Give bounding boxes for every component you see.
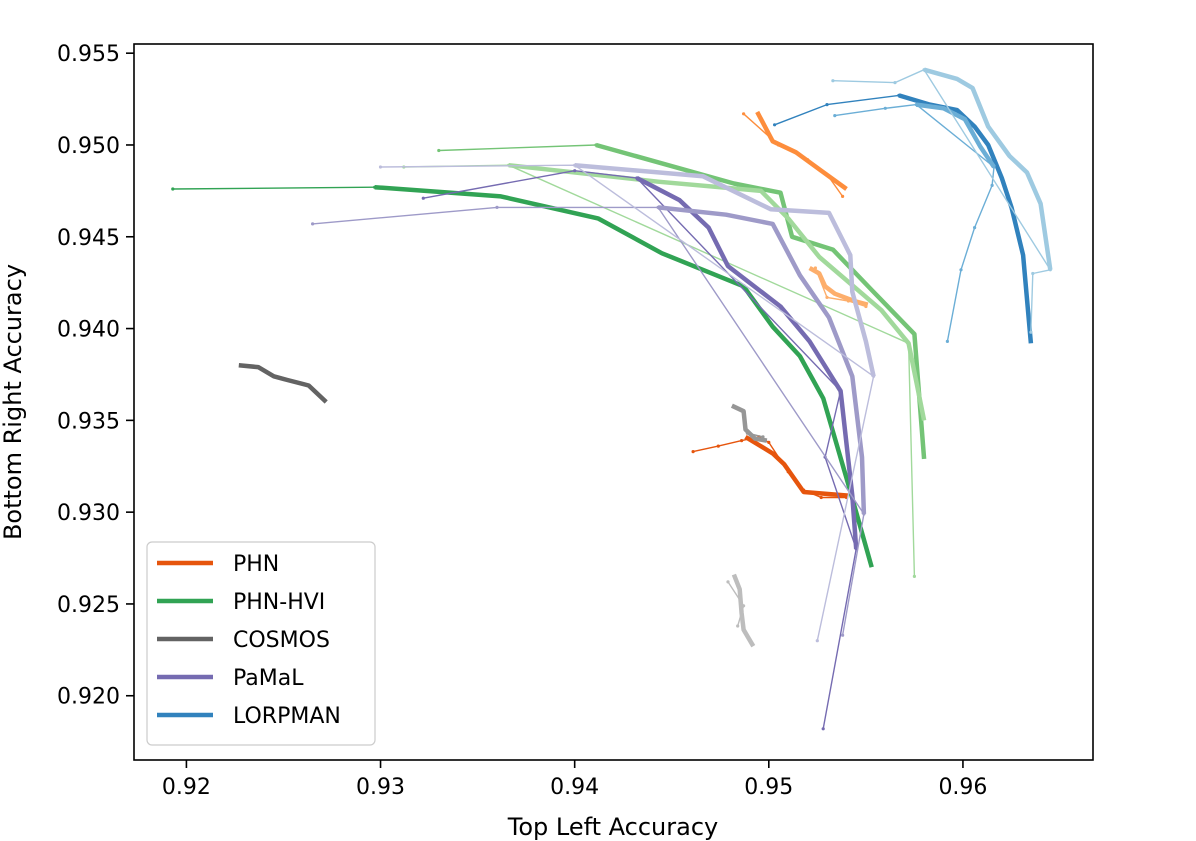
series-tail-line <box>438 144 597 152</box>
data-point <box>973 226 977 230</box>
x-tick-label: 0.95 <box>744 775 793 800</box>
legend: PHN PHN-HVI COSMOS PaMaL LORPMAN <box>146 541 376 746</box>
data-point <box>437 148 441 153</box>
series-tail-line <box>834 103 995 342</box>
data-point <box>726 580 730 584</box>
series-front-line <box>731 573 756 648</box>
data-point <box>740 439 744 443</box>
data-point <box>815 639 819 643</box>
data-point <box>767 440 771 444</box>
series-front-line <box>657 205 867 515</box>
series-layer <box>171 67 1053 731</box>
data-point <box>716 444 720 448</box>
legend-label: LORPMAN <box>233 704 341 729</box>
y-tick-label: 0.950 <box>57 134 120 159</box>
y-tick-label: 0.930 <box>57 501 120 526</box>
y-tick-label: 0.935 <box>57 409 120 434</box>
series-tail-line <box>832 69 1051 333</box>
legend-box <box>146 541 376 746</box>
y-tick-label: 0.945 <box>57 226 120 251</box>
data-point <box>311 222 315 226</box>
data-point <box>912 574 917 579</box>
plot-frame <box>133 43 1094 761</box>
data-point <box>825 103 829 107</box>
series-front-line <box>730 403 768 443</box>
series-front-line <box>744 434 849 498</box>
data-point <box>831 79 835 83</box>
data-point <box>959 268 963 272</box>
data-point <box>821 727 825 731</box>
y-tick-label: 0.955 <box>57 42 120 67</box>
data-point <box>841 633 845 637</box>
series-tail-line <box>172 186 375 190</box>
data-point <box>990 183 994 187</box>
data-point <box>773 123 777 127</box>
series-front-line <box>574 162 876 377</box>
tick-layer: 0.92 0.93 0.94 0.95 0.96 0.920 0.925 0.930 0.935… <box>57 42 987 800</box>
y-tick-label: 0.925 <box>57 593 120 618</box>
data-point <box>841 194 845 198</box>
x-axis-label: Top Left Accuracy <box>507 813 718 841</box>
series-front-line <box>238 363 328 404</box>
data-point <box>893 81 897 85</box>
data-point <box>691 450 695 454</box>
data-point <box>1029 330 1033 334</box>
x-tick-label: 0.92 <box>162 775 211 800</box>
y-tick-label: 0.940 <box>57 318 120 343</box>
x-tick-label: 0.93 <box>356 775 405 800</box>
x-tick-label: 0.96 <box>938 775 987 800</box>
data-point <box>1031 271 1035 276</box>
series-front-line <box>508 162 927 421</box>
data-point <box>945 339 950 343</box>
data-point <box>495 205 499 209</box>
legend-label: PHN-HVI <box>233 590 325 615</box>
data-point <box>883 106 887 110</box>
y-tick-label: 0.920 <box>57 685 120 710</box>
legend-label: PHN <box>233 552 279 577</box>
x-tick-label: 0.94 <box>550 775 599 800</box>
data-point <box>819 495 823 500</box>
data-point <box>825 295 829 299</box>
data-point <box>378 165 383 169</box>
series-front-line <box>915 102 996 169</box>
series-front-line <box>595 142 927 460</box>
legend-label: PaMaL <box>233 666 304 691</box>
data-point <box>736 624 740 628</box>
series-front-line <box>923 67 1053 271</box>
legend-label: COSMOS <box>233 628 330 653</box>
data-point <box>573 169 577 173</box>
data-point <box>171 187 175 191</box>
series-front-line <box>755 110 848 191</box>
data-point <box>742 112 746 116</box>
y-axis-label: Bottom Right Accuracy <box>0 264 27 540</box>
data-point <box>833 114 837 118</box>
data-point <box>421 196 425 200</box>
series-tail-line <box>380 164 875 641</box>
